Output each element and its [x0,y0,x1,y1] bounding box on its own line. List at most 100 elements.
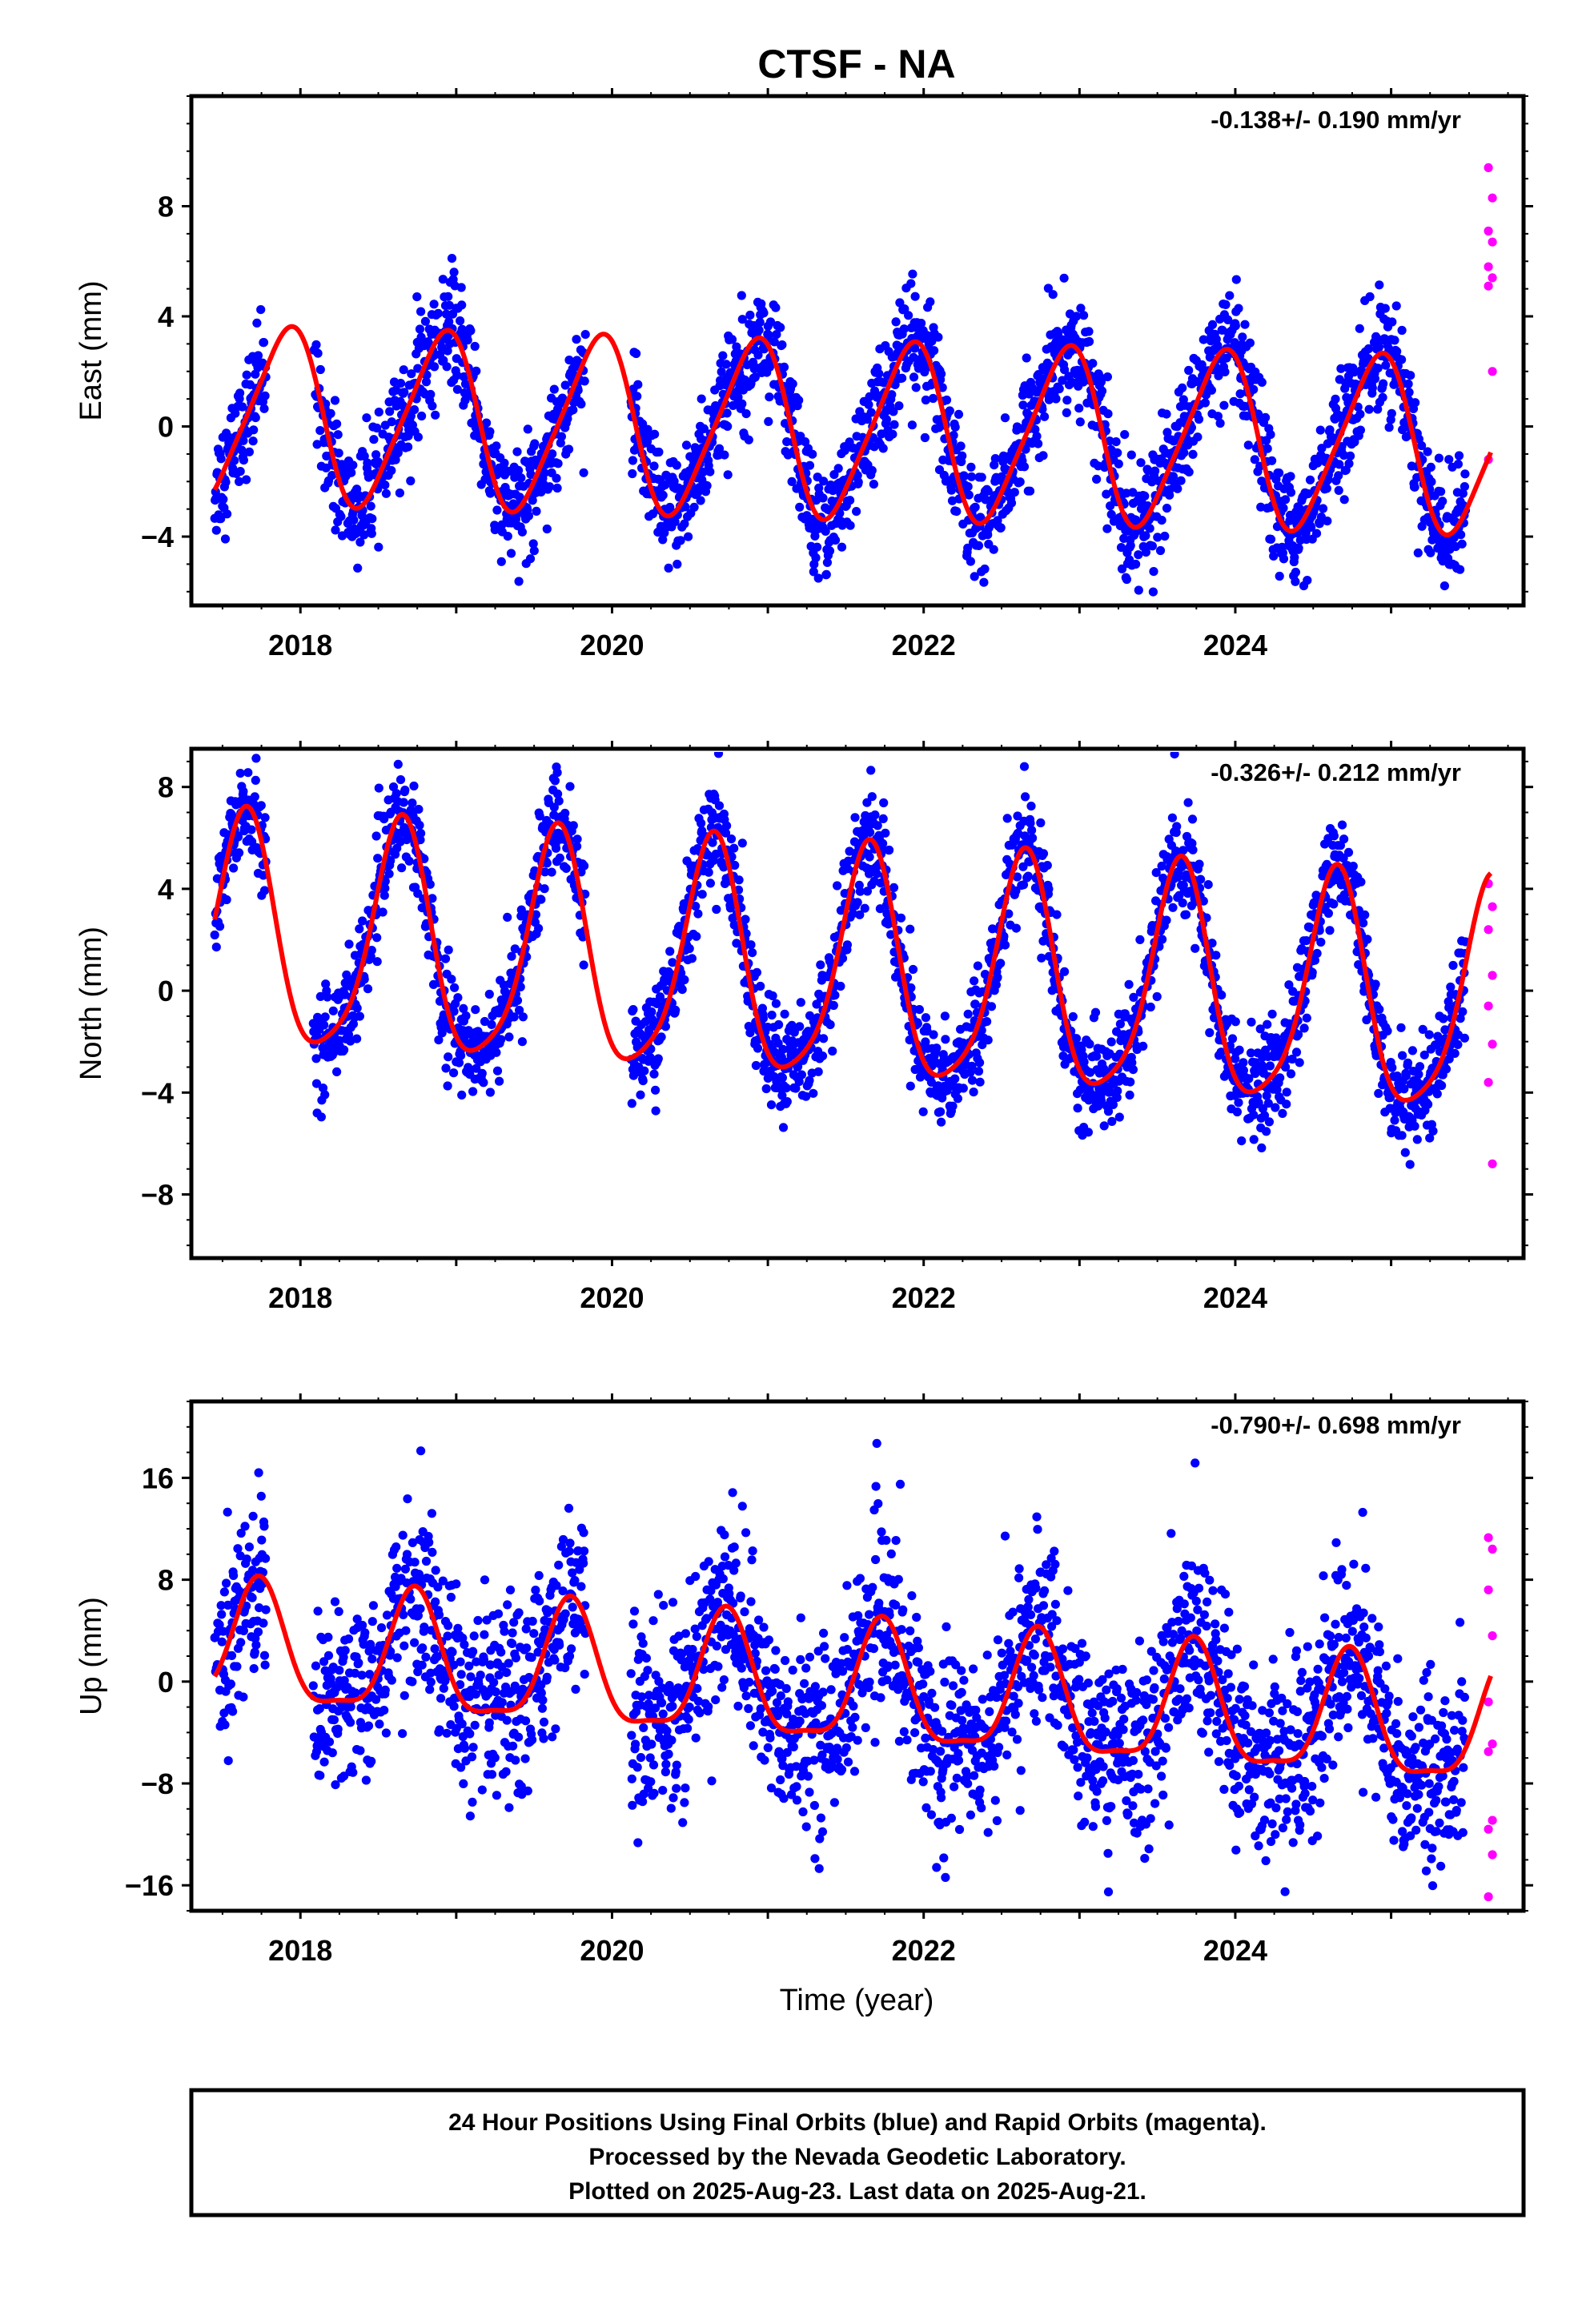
final-point [1178,383,1187,392]
final-point [330,396,340,405]
final-point [680,975,689,985]
final-point [1279,503,1288,513]
final-point [408,798,417,808]
final-point [1114,459,1123,468]
final-point [714,801,725,810]
final-point [349,515,359,525]
final-point [428,401,437,411]
final-point [1135,935,1145,944]
final-point [996,959,1006,968]
final-point [1423,447,1432,456]
final-point [752,967,762,977]
final-point [1406,371,1415,380]
final-point [315,1704,324,1714]
final-point [954,409,964,419]
final-point [888,429,897,439]
final-point [718,351,728,360]
final-point [879,798,889,808]
final-point [430,362,440,372]
final-point [251,775,260,786]
final-point [409,405,420,415]
final-point [1207,385,1216,395]
final-point [1141,531,1150,541]
final-point [732,939,741,948]
final-point [579,468,588,477]
final-point [487,1019,496,1029]
final-point [1107,1116,1117,1126]
final-point [862,415,872,424]
final-point [1264,1117,1274,1127]
final-point [433,308,444,318]
final-point [905,1035,914,1045]
final-point [959,471,969,481]
final-point [689,502,699,513]
final-point [1151,868,1161,878]
final-point [1162,504,1172,513]
final-point [837,542,847,552]
final-point [1450,1048,1460,1058]
final-point [970,976,979,986]
final-point [1337,820,1347,830]
final-point [1167,813,1177,822]
rapid-point [1488,971,1497,980]
final-point [332,419,342,428]
x-tick-label: 2022 [892,629,956,661]
final-point [1103,409,1113,419]
final-point [794,396,804,405]
final-point [1334,485,1343,496]
final-point [891,317,901,327]
final-point [417,411,427,421]
final-point [1194,414,1204,424]
final-point [1343,847,1354,857]
final-point [1071,1034,1082,1043]
final-point [239,436,248,445]
rapid-point [1484,226,1493,236]
final-point [907,420,917,430]
final-point [440,954,451,963]
final-point [1355,409,1365,419]
final-point [1025,486,1035,496]
final-point [764,416,773,427]
final-point [1458,489,1468,498]
model-fit-line [212,803,1493,1103]
final-point [1237,1136,1247,1146]
final-point [534,923,544,933]
final-point [260,391,270,400]
final-point [1378,392,1387,402]
final-point [744,435,753,444]
final-point [572,842,582,851]
final-point [885,845,894,855]
final-point [1162,409,1171,419]
final-point [934,332,943,342]
final-point [1269,551,1279,561]
final-point [516,982,525,991]
final-point [796,998,805,1007]
final-point [550,776,560,786]
final-point [1350,437,1359,447]
final-point [450,983,460,992]
final-point [737,315,747,324]
final-point [693,909,703,919]
final-point [1278,1108,1287,1118]
final-point [1323,908,1333,919]
final-point [1073,1104,1082,1113]
final-point [772,330,781,340]
final-point [1126,541,1135,550]
final-point [443,1081,452,1091]
final-point [1440,1025,1450,1035]
final-point [1398,1051,1407,1060]
final-point [573,385,583,395]
final-point [380,876,390,887]
final-point [1231,1017,1240,1027]
final-point [1305,923,1315,933]
final-point [576,399,586,409]
final-point [1153,533,1162,542]
final-point [899,324,909,334]
final-point [828,1046,837,1056]
final-point [1307,522,1316,533]
final-point [1235,1045,1244,1055]
final-point [1216,1047,1226,1057]
final-point [1126,1077,1135,1087]
final-point [1173,484,1182,493]
